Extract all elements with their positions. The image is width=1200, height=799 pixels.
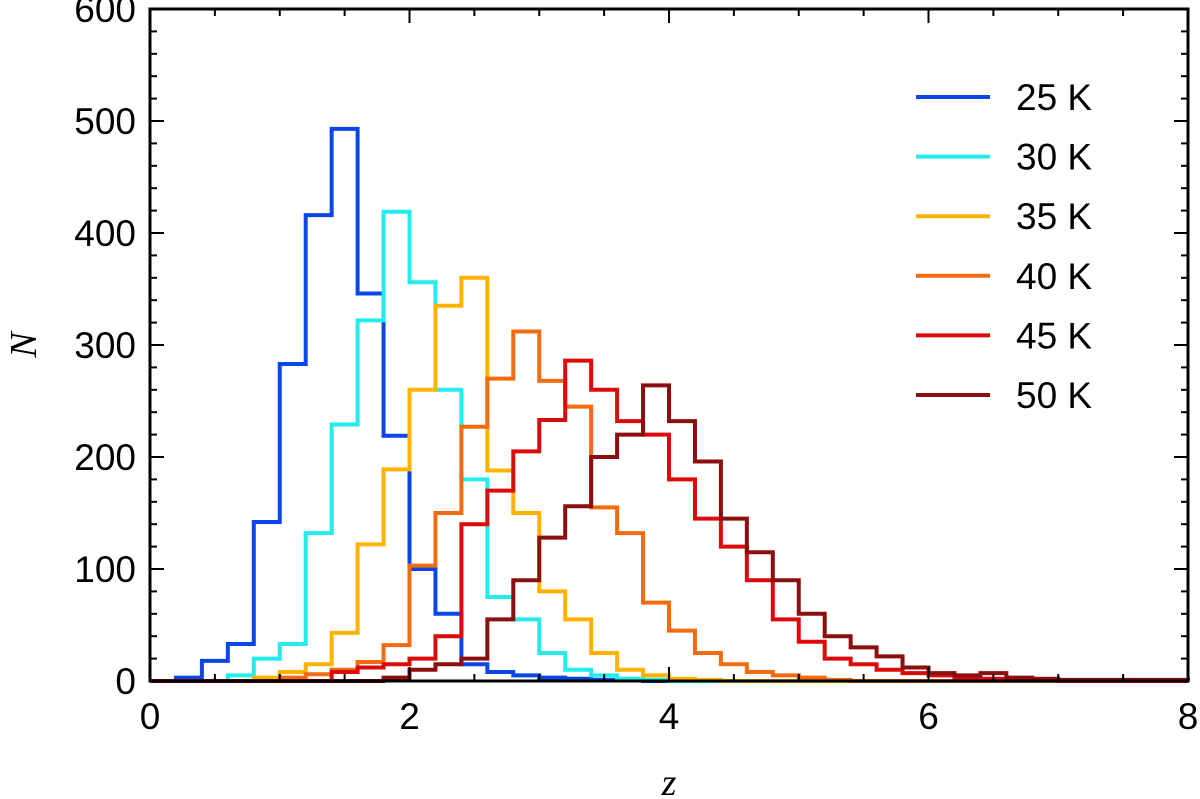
x-tick-labels: 0 2 4 6 8 (140, 696, 1199, 737)
y-tick-label: 500 (74, 101, 136, 142)
legend-label: 45 K (1016, 315, 1092, 356)
tick-marks (149, 8, 1189, 682)
legend-label: 30 K (1016, 137, 1092, 178)
x-tick-label: 8 (1178, 696, 1199, 737)
y-axis-title: N (3, 330, 45, 359)
y-tick-label: 200 (74, 437, 136, 478)
y-tick-labels: 0 100 200 300 400 500 600 (74, 0, 136, 702)
legend: 25 K 30 K 35 K 40 K 45 K 50 K (916, 77, 1092, 416)
legend-label: 35 K (1016, 196, 1092, 237)
y-tick-label: 400 (74, 213, 136, 254)
legend-label: 50 K (1016, 375, 1092, 416)
legend-label: 25 K (1016, 77, 1092, 118)
y-tick-label: 0 (115, 661, 136, 702)
y-tick-label: 100 (74, 549, 136, 590)
y-tick-label: 600 (74, 0, 136, 30)
x-tick-label: 6 (918, 696, 939, 737)
x-tick-label: 4 (659, 696, 680, 737)
x-tick-label: 2 (399, 696, 420, 737)
legend-label: 40 K (1016, 256, 1092, 297)
x-axis-title: z (661, 762, 677, 799)
x-tick-label: 0 (140, 696, 161, 737)
y-tick-label: 300 (74, 325, 136, 366)
series-line-45k (150, 358, 1188, 683)
